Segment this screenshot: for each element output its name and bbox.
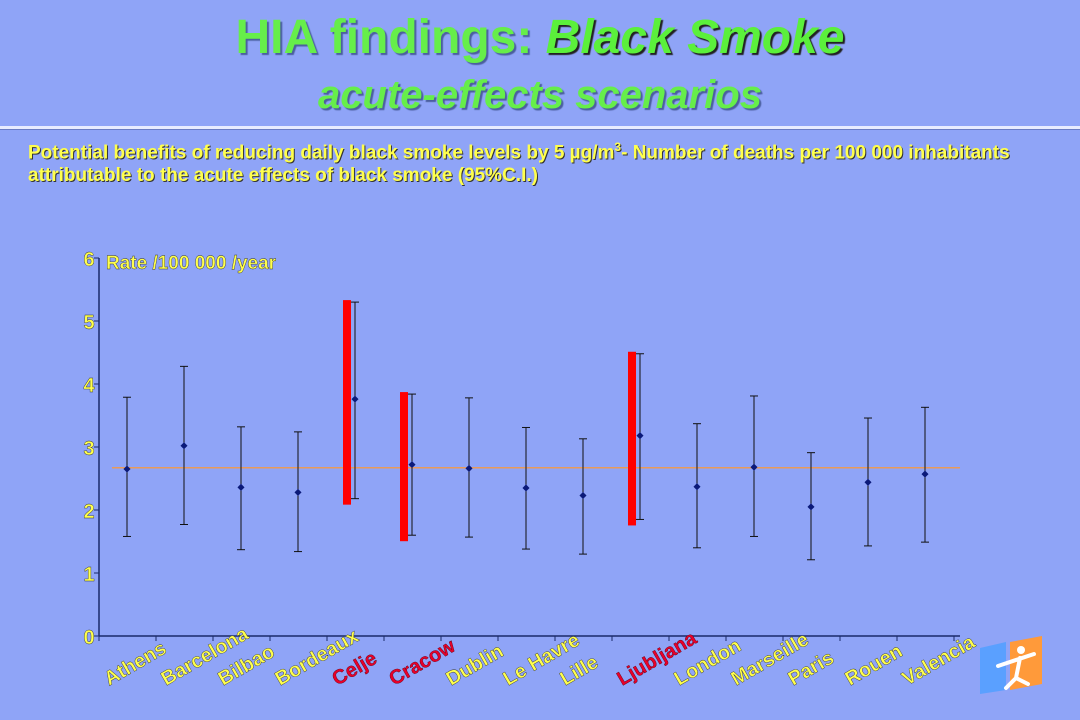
x-tick-label: Rouen xyxy=(842,640,907,690)
y-tick-label: 2 xyxy=(83,501,94,523)
y-tick-label: 6 xyxy=(83,249,94,271)
data-point xyxy=(921,470,929,478)
y-tick-label: 5 xyxy=(83,312,94,334)
data-point xyxy=(294,488,302,496)
data-point xyxy=(237,483,245,491)
data-point xyxy=(750,463,758,471)
data-point xyxy=(180,442,188,450)
y-tick-label: 4 xyxy=(83,375,95,397)
caption-text-2: - Number of deaths per 100 000 inhabitan… xyxy=(28,142,1010,187)
data-point xyxy=(636,432,644,440)
highlight-bar xyxy=(628,351,636,526)
title-prefix: HIA findings: xyxy=(235,11,546,64)
data-point xyxy=(807,503,815,511)
y-tick-label: 3 xyxy=(83,438,94,460)
page-subtitle: acute-effects scenarios xyxy=(318,73,762,117)
page-title: HIA findings: Black Smoke xyxy=(0,12,1080,64)
caption-sup: 3 xyxy=(614,140,622,154)
x-tick-label: Valencia xyxy=(899,631,980,691)
highlight-bar xyxy=(400,392,408,542)
chart-caption: Potential benefits of reducing daily bla… xyxy=(28,136,1038,187)
data-point xyxy=(579,491,587,500)
data-point xyxy=(693,483,701,491)
highlight-bar xyxy=(343,300,351,505)
logo-icon xyxy=(980,636,1042,694)
data-point xyxy=(123,465,131,473)
x-tick-label: Athens xyxy=(101,637,171,690)
title-accent: Black Smoke xyxy=(545,11,845,64)
data-point xyxy=(522,484,530,492)
data-point xyxy=(408,461,416,469)
data-point xyxy=(351,395,359,403)
caption-text-1: Potential benefits of reducing daily bla… xyxy=(28,142,615,164)
y-tick-label: 0 xyxy=(83,627,94,649)
data-point xyxy=(465,464,473,472)
data-point xyxy=(864,478,872,486)
title-divider xyxy=(0,126,1080,130)
y-axis-label: Rate /100 000 /year xyxy=(106,253,277,274)
y-tick-label: 1 xyxy=(83,564,94,586)
